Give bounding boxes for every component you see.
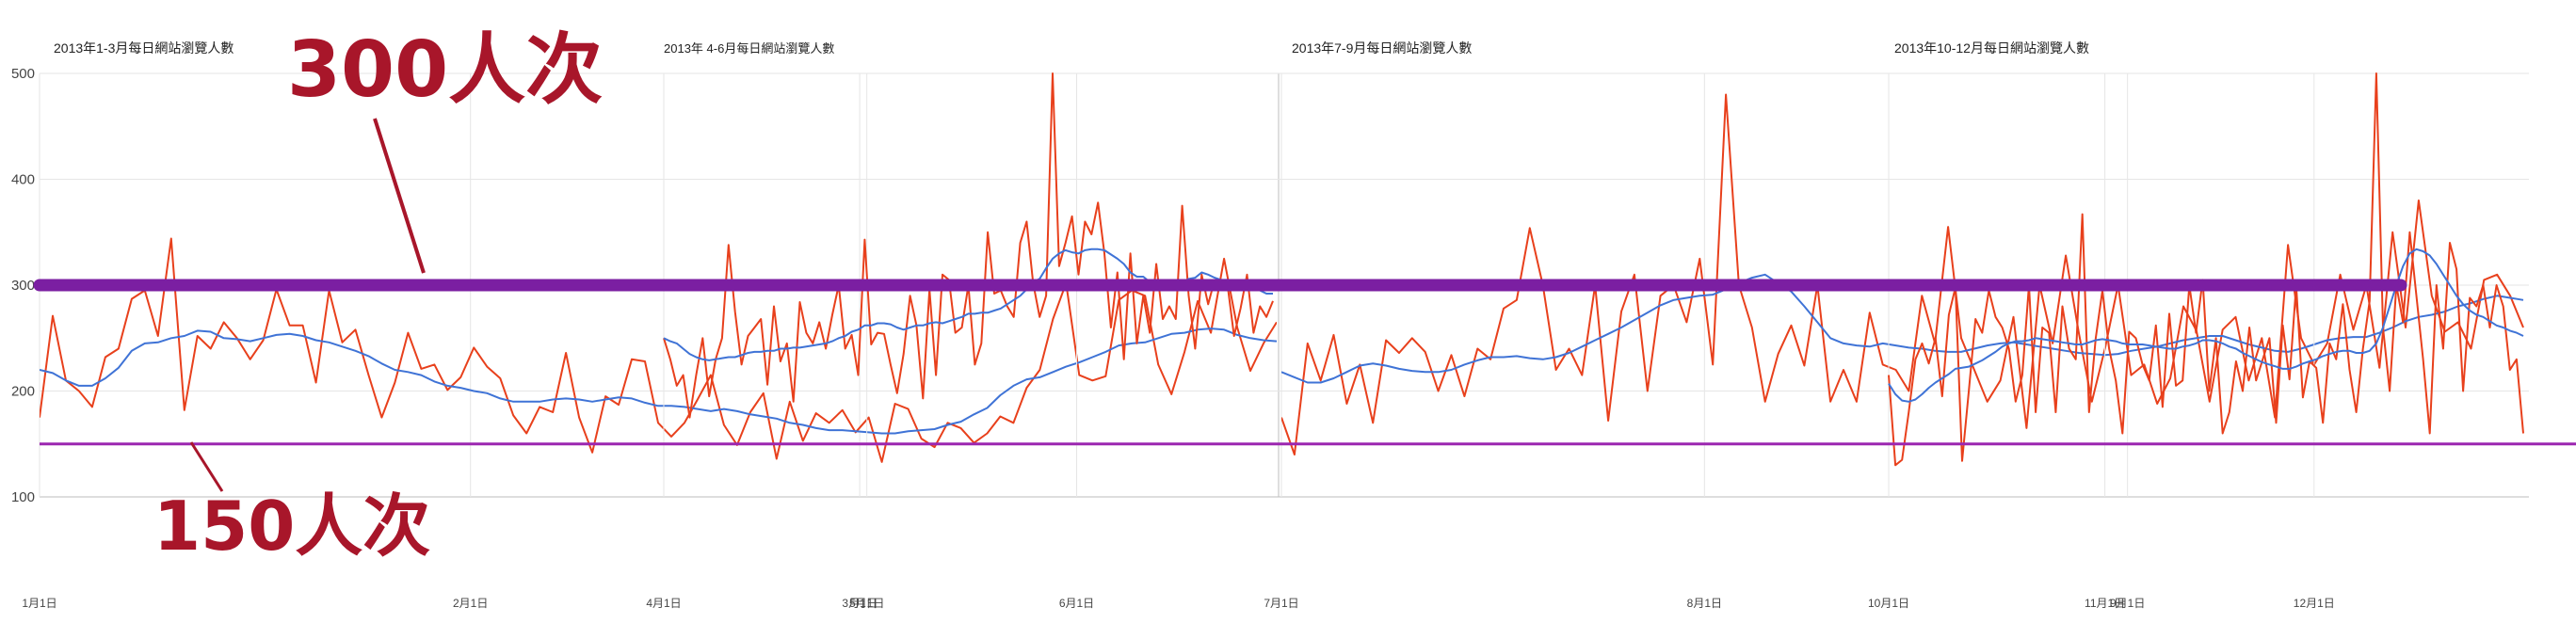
panel-series — [663, 72, 1274, 419]
x-tick-label: 5月1日 — [849, 597, 884, 610]
moving-average-line — [663, 248, 1273, 361]
moving-average-line — [1888, 248, 2524, 403]
x-tick-label: 3月1日 — [842, 597, 877, 610]
x-tick-label: 10月1日 — [1868, 597, 1909, 610]
panel-series — [1888, 72, 2524, 467]
daily-visits-line — [40, 237, 1277, 463]
panel-title: 2013年 4-6月每日網站瀏覽人數 — [664, 41, 834, 56]
x-tick-label: 11月1日 — [2085, 597, 2125, 610]
callout-300-pointer — [373, 118, 426, 274]
x-tick-label: 7月1日 — [1264, 597, 1298, 610]
y-tick-label: 400 — [11, 172, 35, 188]
callout-150: 150人次 — [153, 487, 430, 566]
daily-visits-line — [1888, 72, 2524, 467]
y-tick-label: 100 — [11, 489, 35, 505]
panel-series — [1281, 93, 2524, 455]
moving-average-line — [40, 327, 1277, 435]
y-tick-label: 200 — [11, 384, 35, 400]
x-tick-label: 2月1日 — [453, 597, 488, 610]
moving-average-line — [1281, 273, 2524, 384]
callout-150-pointer — [189, 441, 224, 492]
x-tick-label: 6月1日 — [1059, 597, 1094, 610]
daily-visits-line — [663, 72, 1274, 419]
x-tick-label: 9月1日 — [2110, 597, 2145, 610]
callout-300: 300人次 — [287, 25, 603, 115]
x-tick-label: 8月1日 — [1687, 597, 1722, 610]
x-tick-label: 4月1日 — [646, 597, 681, 610]
panel-title: 2013年10-12月每日網站瀏覽人數 — [1894, 40, 2089, 56]
x-tick-label: 12月1日 — [2294, 597, 2335, 610]
panel-series — [40, 237, 1277, 463]
y-tick-label: 300 — [11, 278, 35, 294]
x-tick-label: 1月1日 — [22, 597, 56, 610]
panel-title: 2013年1-3月每日網站瀏覽人數 — [54, 40, 233, 56]
y-tick-label: 500 — [11, 66, 35, 82]
panel-title: 2013年7-9月每日網站瀏覽人數 — [1292, 40, 1472, 56]
